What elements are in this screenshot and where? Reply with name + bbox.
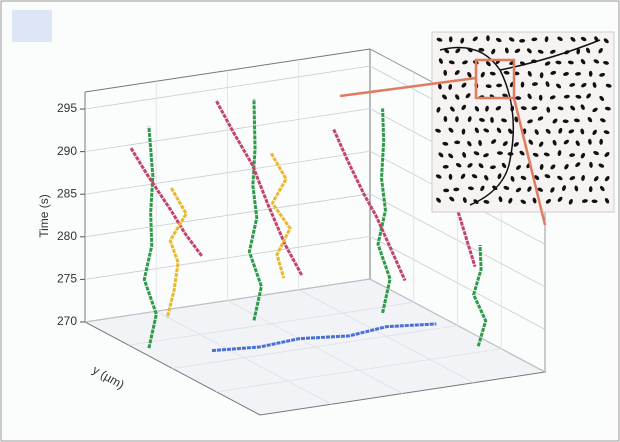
- z-axis-label: Time (s): [37, 194, 51, 238]
- z-tick-label: 285: [57, 186, 77, 200]
- figure: 270275280285290295 Time (s) y (µm): [0, 0, 620, 442]
- inset-dot: [454, 141, 460, 145]
- z-tick-label: 280: [57, 229, 77, 243]
- inset-frame: [432, 32, 614, 212]
- z-tick-label: 275: [57, 272, 77, 286]
- page: 270275280285290295 Time (s) y (µm) (() =…: [0, 0, 620, 442]
- z-tick-label: 290: [57, 144, 77, 158]
- inset-dot: [443, 189, 449, 193]
- corner-tab: [12, 10, 52, 42]
- z-tick-label: 295: [57, 101, 77, 115]
- z-tick-label: 270: [57, 314, 77, 328]
